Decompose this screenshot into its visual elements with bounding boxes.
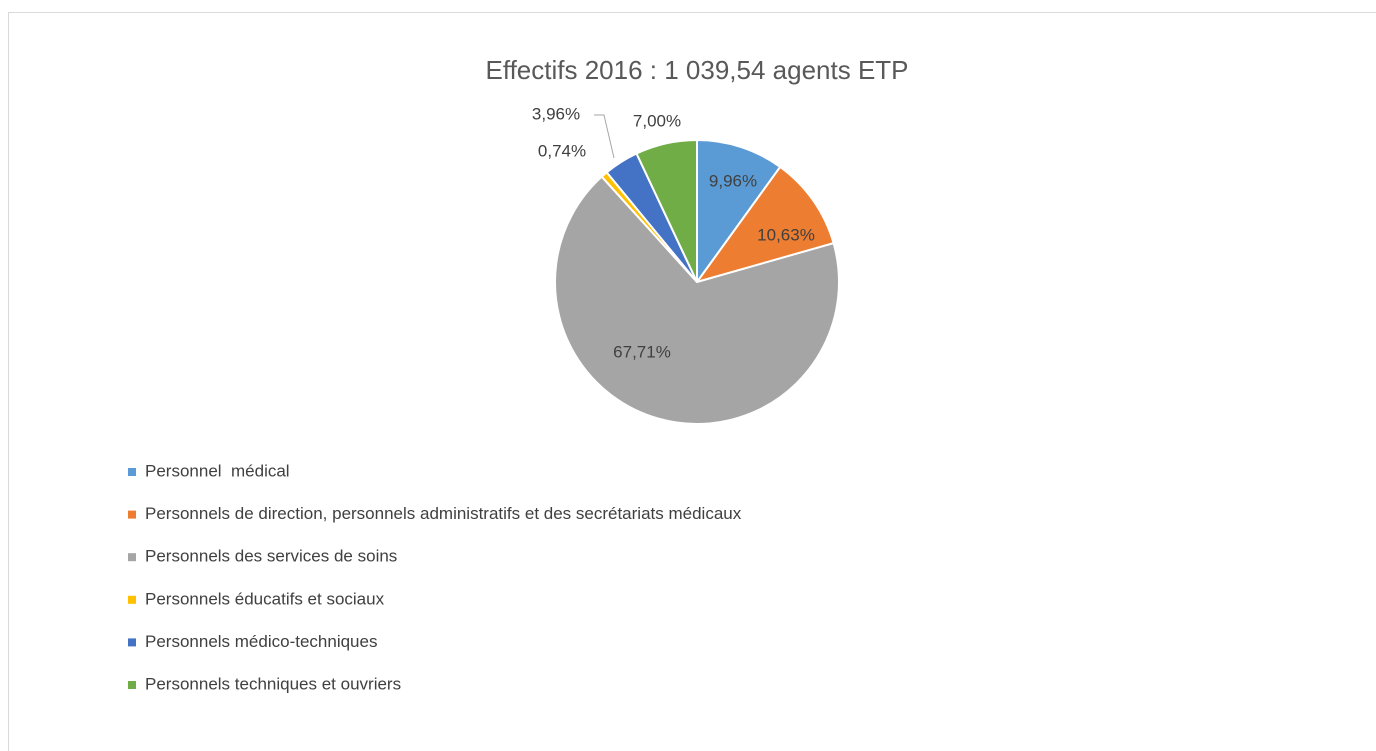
legend-swatch xyxy=(128,638,136,647)
legend-label: Personnels éducatifs et sociaux xyxy=(145,589,385,608)
data-label: 7,00% xyxy=(633,111,681,130)
legend-label: Personnels de direction, personnels admi… xyxy=(145,504,742,523)
pie-slice xyxy=(696,138,782,286)
legend-label: Personnel médical xyxy=(145,461,290,480)
legend-swatch xyxy=(128,510,136,519)
legend-swatch xyxy=(128,681,136,689)
legend-swatch xyxy=(128,468,136,476)
leader-line xyxy=(594,114,615,159)
legend-label: Personnels médico-techniques xyxy=(145,632,377,651)
legend-label: Personnels techniques et ouvriers xyxy=(145,674,401,693)
pie-slice xyxy=(635,138,698,283)
data-label: 3,96% xyxy=(532,104,580,123)
data-label: 10,63% xyxy=(757,225,815,244)
pie-slice xyxy=(554,175,840,425)
chart-title: Effectifs 2016 : 1 039,54 agents ETP xyxy=(485,55,908,85)
data-label: 0,74% xyxy=(538,141,586,160)
pie-slice xyxy=(694,165,835,284)
legend-label: Personnels des services de soins xyxy=(145,547,397,566)
legend-swatch xyxy=(128,553,136,562)
data-label: 67,71% xyxy=(613,342,671,361)
data-label: 9,96% xyxy=(709,171,757,190)
legend-swatch xyxy=(128,595,136,604)
